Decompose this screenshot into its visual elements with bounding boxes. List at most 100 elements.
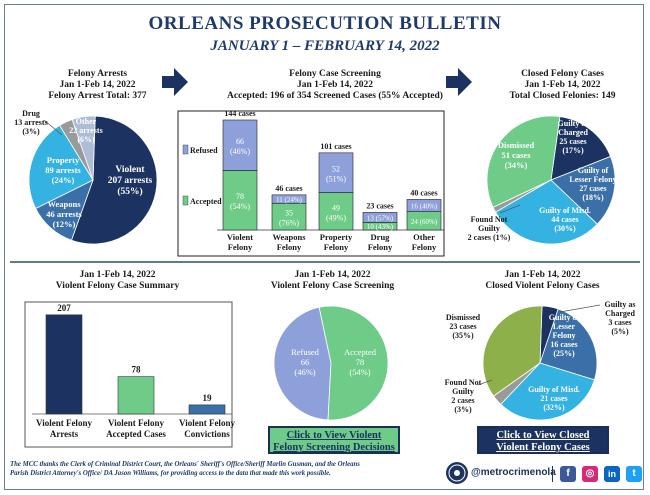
label-text: (55%) bbox=[117, 186, 142, 197]
pie-slice-guilty-of-lesser-felony bbox=[550, 155, 616, 225]
violent-screening-date: Jan 1-Feb 14, 2022 bbox=[294, 270, 371, 280]
legend-refused-label: Refused bbox=[190, 146, 218, 155]
bar-total-label: 144 cases bbox=[224, 109, 255, 118]
violent-closed-date: Jan 1-Feb 14, 2022 bbox=[504, 270, 581, 280]
bar-value-label: (49%) bbox=[326, 213, 346, 222]
label-text: 44 cases bbox=[551, 215, 578, 224]
bar-value-label: 19 bbox=[203, 393, 213, 403]
bar-violent-felony-convictions bbox=[188, 404, 226, 415]
label-text: Charged bbox=[605, 309, 635, 318]
label-text: (3%) bbox=[22, 127, 40, 136]
linkedin-icon[interactable]: in bbox=[604, 466, 620, 482]
violent-screening-title: Violent Felony Case Screening bbox=[270, 281, 395, 291]
bar-value-label: (46%) bbox=[230, 147, 250, 156]
label-text: (3%) bbox=[454, 405, 472, 414]
pie-slice-refused bbox=[273, 306, 332, 421]
label-text: Dismissed bbox=[498, 140, 535, 150]
felony-arrests-header: Felony Arrests Jan 1-Feb 14, 2022 Felony… bbox=[15, 69, 180, 102]
bar-category-label: Weapons bbox=[272, 232, 306, 242]
screening-chart-box bbox=[177, 110, 445, 257]
bar-category-label: Felony bbox=[228, 242, 253, 252]
label-text: 25 cases bbox=[559, 137, 586, 146]
violent-closed-pie bbox=[482, 305, 598, 421]
label-text: (25%) bbox=[553, 349, 575, 358]
bar-category-label: Convictions bbox=[184, 429, 230, 439]
bar-refused-property-felony bbox=[318, 152, 354, 193]
label-text: Guilty of bbox=[578, 166, 609, 175]
bar-total-label: 46 cases bbox=[275, 184, 302, 193]
bar-category-label: Violent Felony bbox=[108, 418, 164, 428]
bulletin-frame bbox=[4, 4, 644, 490]
button-line: Felony Screening Decisions bbox=[273, 442, 395, 453]
bar-category-label: Accepted Cases bbox=[106, 429, 166, 439]
label-text: (6%) bbox=[77, 135, 95, 144]
view-closed-cases-button[interactable]: Click to View Closed Violent Felony Case… bbox=[477, 426, 609, 454]
label-text: Violent bbox=[115, 165, 145, 175]
label-text: Lesser bbox=[553, 322, 576, 331]
pie-slice-guilty-as-charged bbox=[550, 116, 612, 181]
footer-credits: The MCC thanks the Clerk of Criminal Dis… bbox=[10, 461, 440, 478]
label-text: Found Not bbox=[445, 378, 482, 387]
closed-cases-date: Jan 1-Feb 14, 2022 bbox=[524, 80, 601, 90]
twitter-icon[interactable]: t bbox=[626, 466, 642, 482]
label-text: Guilty of bbox=[549, 313, 580, 322]
bar-violent-felony-arrests bbox=[45, 314, 83, 415]
label-text: 46 arrests bbox=[46, 209, 82, 219]
label-text: (5%) bbox=[611, 327, 629, 336]
label-text: 2 cases (1%) bbox=[468, 233, 511, 242]
label-text: Felony bbox=[552, 331, 575, 340]
mcc-logo bbox=[446, 462, 468, 484]
label-text: (30%) bbox=[554, 224, 576, 233]
label-text: Refused bbox=[291, 347, 320, 357]
violent-summary-title: Violent Felony Case Summary bbox=[55, 281, 180, 291]
label-text: Guilty as bbox=[605, 300, 636, 309]
bar-category-label: Violent Felony bbox=[179, 418, 235, 428]
screening-bar-chart: Refused Accepted 144 cases 66(46%) 78(54%) Vi… bbox=[182, 109, 444, 252]
label-text: 27 cases bbox=[579, 184, 606, 193]
bar-value-label: 10 (43%) bbox=[367, 223, 394, 231]
button-line: Click to View Closed bbox=[496, 430, 590, 441]
label-text: (34%) bbox=[505, 160, 528, 170]
label-text: Weapons bbox=[47, 199, 81, 209]
instagram-icon[interactable]: ◎ bbox=[582, 466, 598, 482]
bar-category-label: Arrests bbox=[50, 429, 79, 439]
label-text: Guilty as bbox=[558, 119, 589, 128]
felony-arrests-pie bbox=[28, 115, 158, 245]
label-text: (18%) bbox=[582, 193, 604, 202]
pie-slice-violent bbox=[70, 115, 158, 245]
felony-arrests-total: Felony Arrest Total: 377 bbox=[48, 91, 147, 101]
case-screening-date: Jan 1-Feb 14, 2022 bbox=[297, 80, 373, 90]
view-screening-decisions-button[interactable]: Click to View Violent Felony Screening D… bbox=[268, 426, 400, 454]
pie-slice-accepted bbox=[318, 305, 389, 421]
footer-line: The MCC thanks the Clerk of Criminal Dis… bbox=[10, 461, 360, 468]
label-text: 13 arrests bbox=[14, 118, 47, 127]
leader-line bbox=[559, 304, 601, 313]
label-text: 66 bbox=[301, 357, 310, 367]
right-arrow-icon bbox=[446, 68, 472, 96]
footer-line: Parish District Attorney's Office/ DA Ja… bbox=[10, 469, 331, 477]
pie-slice-guilty-of-misd bbox=[500, 362, 595, 421]
case-screening-title: Felony Case Screening bbox=[289, 69, 381, 79]
bar-value-label: 78 bbox=[132, 365, 142, 375]
bar-value-label: (54%) bbox=[230, 202, 250, 211]
violent-screening-pie bbox=[273, 305, 389, 421]
label-text: Drug bbox=[22, 109, 40, 118]
facebook-icon[interactable]: f bbox=[560, 466, 576, 482]
felony-arrests-date: Jan 1-Feb 14, 2022 bbox=[59, 80, 136, 90]
bar-category-label: Felony bbox=[324, 242, 349, 252]
felony-arrests-title: Felony Arrests bbox=[67, 69, 128, 79]
bar-total-label: 40 cases bbox=[410, 188, 437, 197]
bar-accepted-violent-felony bbox=[222, 170, 258, 231]
label-text: (32%) bbox=[543, 403, 565, 412]
label-text: Other bbox=[76, 117, 97, 126]
right-arrow-icon bbox=[162, 68, 188, 96]
label-text: (17%) bbox=[562, 146, 584, 155]
bar-value-label: 35 bbox=[285, 209, 293, 218]
bar-value-label: 66 bbox=[236, 137, 244, 146]
bar-value-label: 16 (40%) bbox=[411, 203, 438, 211]
social-handle[interactable]: @metrocrimenola bbox=[471, 467, 556, 478]
page-subtitle: JANUARY 1 – FEBRUARY 14, 2022 bbox=[210, 38, 440, 54]
